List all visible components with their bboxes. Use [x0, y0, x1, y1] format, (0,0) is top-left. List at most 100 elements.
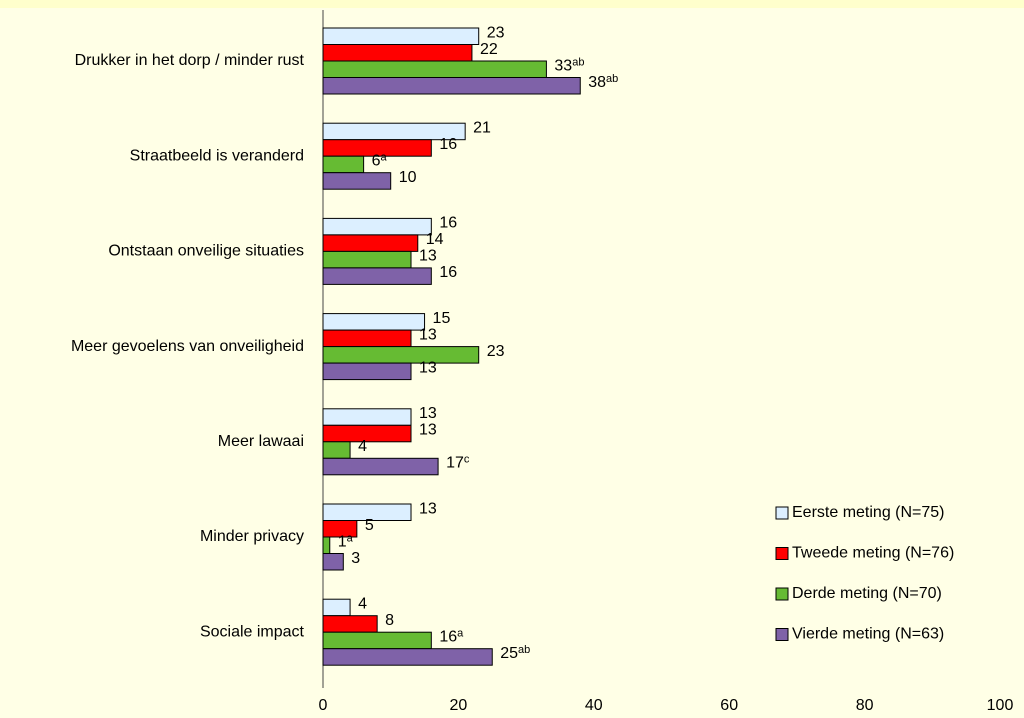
data-label-value: 16: [439, 136, 457, 153]
bar: [322, 598, 351, 617]
category-label: Meer gevoelens van onveiligheid: [71, 338, 304, 355]
bar: [322, 217, 432, 236]
data-label-superscript: ab: [606, 73, 618, 85]
bar: [322, 250, 412, 269]
bar: [322, 155, 365, 174]
x-tick-label: 20: [450, 697, 468, 714]
data-label-value: 23: [487, 24, 505, 41]
bar: [322, 553, 344, 571]
x-tick-label: 60: [720, 697, 738, 714]
data-label-value: 13: [419, 360, 437, 377]
data-label-superscript: c: [464, 453, 470, 465]
data-label-value: 13: [419, 327, 437, 344]
data-label-value: 13: [419, 500, 437, 517]
bar: [322, 234, 419, 252]
data-label: 6a: [372, 151, 388, 169]
data-label-value: 16: [439, 629, 457, 646]
data-label: 3: [351, 550, 360, 567]
data-label: 14: [426, 231, 444, 248]
bar: [322, 441, 351, 459]
data-label: 25ab: [500, 644, 530, 662]
data-label-superscript: a: [381, 151, 388, 163]
bar: [322, 313, 426, 331]
data-label-value: 23: [487, 343, 505, 360]
legend-label: Derde meting (N=70): [792, 585, 942, 602]
bar: [322, 648, 493, 666]
category-label: Drukker in het dorp / minder rust: [75, 52, 305, 69]
data-label: 4: [358, 438, 367, 455]
data-label: 13: [419, 422, 437, 439]
data-label: 15: [433, 310, 451, 327]
data-label-value: 38: [588, 74, 606, 91]
data-label-value: 22: [480, 41, 498, 58]
bar: [322, 139, 432, 157]
top-strip: [0, 0, 1024, 8]
data-label-value: 25: [500, 645, 518, 662]
data-label-value: 21: [473, 120, 491, 137]
legend-label: Eerste meting (N=75): [792, 504, 945, 521]
legend-swatch: [775, 547, 789, 560]
data-label: 1a: [338, 532, 354, 550]
bar: [322, 503, 412, 521]
bar: [322, 536, 331, 554]
data-label-value: 1: [338, 533, 347, 550]
data-label-superscript: a: [457, 627, 464, 639]
legend-swatch: [775, 587, 789, 601]
data-label: 5: [365, 517, 374, 534]
data-label-value: 13: [419, 422, 437, 439]
bar: [322, 172, 392, 190]
data-label-value: 16: [439, 264, 457, 281]
data-label: 16: [439, 264, 457, 281]
bar: [322, 457, 439, 476]
data-label-value: 6: [372, 153, 381, 170]
data-label: 38ab: [588, 73, 618, 91]
x-tick-label: 80: [856, 697, 874, 714]
category-label: Meer lawaai: [218, 433, 304, 450]
bar: [322, 44, 473, 62]
data-label-value: 16: [439, 215, 457, 232]
data-label: 16: [439, 136, 457, 153]
legend-label: Tweede meting (N=76): [792, 545, 954, 562]
data-label: 16: [439, 215, 457, 232]
legend-label: Vierde meting (N=63): [792, 626, 944, 643]
data-label: 4: [358, 596, 367, 613]
data-label: 33ab: [554, 56, 584, 74]
data-label-value: 13: [419, 248, 437, 265]
data-label-value: 14: [426, 231, 444, 248]
data-label: 13: [419, 248, 437, 265]
x-tick-label: 0: [319, 697, 328, 714]
data-label-value: 33: [554, 57, 572, 74]
data-label-value: 4: [358, 438, 367, 455]
data-label-superscript: ab: [518, 644, 530, 656]
bar: [322, 424, 412, 443]
data-label: 17c: [446, 453, 470, 471]
data-label: 16a: [439, 627, 464, 645]
data-label: 21: [473, 120, 491, 137]
data-label-value: 8: [385, 612, 394, 629]
category-label: Straatbeeld is veranderd: [130, 147, 304, 164]
legend-swatch: [775, 628, 789, 641]
x-tick-label: 40: [585, 697, 603, 714]
category-label: Ontstaan onveilige situaties: [108, 243, 304, 260]
bar: [322, 329, 412, 348]
data-label-value: 10: [399, 169, 417, 186]
bar: [322, 27, 480, 45]
data-label-value: 3: [351, 550, 360, 567]
category-label: Sociale impact: [200, 623, 305, 640]
bar: [322, 362, 412, 381]
bar: [322, 520, 358, 538]
bar: [322, 408, 412, 426]
data-label: 22: [480, 41, 498, 58]
data-label-value: 15: [433, 310, 451, 327]
data-label-value: 13: [419, 405, 437, 422]
data-label-superscript: a: [347, 532, 354, 544]
data-label: 13: [419, 327, 437, 344]
bar: [322, 267, 432, 285]
bar: [322, 77, 581, 95]
data-label: 13: [419, 405, 437, 422]
data-label-value: 5: [365, 517, 374, 534]
category-label: Minder privacy: [200, 528, 304, 545]
bar: [322, 60, 547, 78]
